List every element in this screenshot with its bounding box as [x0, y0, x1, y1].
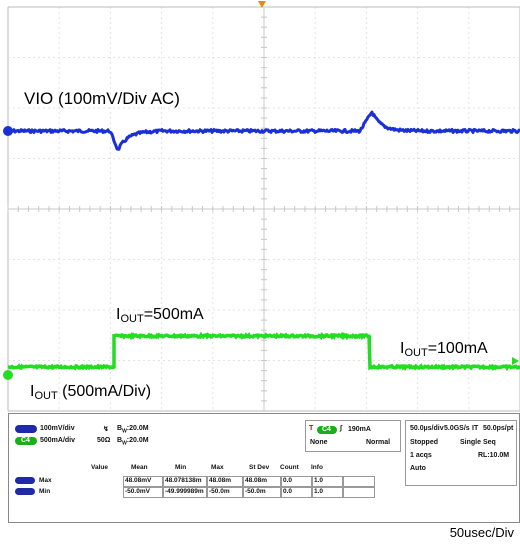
table-cell-box	[312, 476, 343, 487]
table-cell-box	[243, 476, 281, 487]
measurement-name: Max	[39, 477, 52, 484]
acq-mode: Single Seq	[460, 439, 496, 446]
acquisition-box[interactable]: 50.0µs/div 5.0GS/s IT 50.0ps/pt Stopped …	[405, 420, 517, 486]
trigger-mode-none: None	[310, 439, 328, 446]
table-cell-box	[281, 487, 312, 498]
table-cell: 48.08m	[209, 477, 232, 484]
grid	[7, 6, 520, 412]
table-cell: -50.0m	[245, 488, 266, 495]
it-label: IT	[472, 425, 479, 432]
ch4-impedance: 50Ω	[97, 437, 111, 444]
table-cell: -50.0mV	[125, 488, 150, 495]
table-cell-box	[281, 476, 312, 487]
table-cell-box	[343, 476, 375, 487]
measurement-name: Min	[39, 488, 51, 495]
table-cell: -49.999989m	[165, 488, 204, 495]
table-cell-box	[343, 487, 375, 498]
table-header-min: Min	[175, 464, 187, 471]
table-cell-box	[163, 487, 207, 498]
table-header-value: Value	[91, 464, 108, 471]
ch1-badge[interactable]	[15, 425, 37, 433]
table-header-st-dev: St Dev	[249, 464, 270, 471]
table-cell-box	[207, 476, 243, 487]
time-per-div: 50.0µs/div	[410, 425, 444, 432]
table-cell: 1.0	[314, 488, 324, 495]
table-header-count: Count	[280, 464, 299, 471]
trigger-position-marker	[258, 1, 266, 8]
ch1-bandwidth: BW:20.0M	[117, 425, 149, 435]
ch1-scale: 100mV/div	[40, 425, 75, 432]
table-cell: 0.0	[283, 488, 293, 495]
timebase-label: 50usec/Div	[449, 525, 514, 540]
traces	[7, 110, 520, 372]
table-cell: 48.078138m	[165, 477, 202, 484]
auto-label: Auto	[410, 465, 426, 472]
table-header-info: Info	[311, 464, 323, 471]
ch4-ground-marker	[3, 370, 13, 380]
rising-edge-icon: ∫	[340, 425, 342, 432]
markers	[3, 1, 519, 380]
table-cell-box	[163, 476, 207, 487]
table-cell: 0.0	[283, 477, 293, 484]
record-length: RL:10.0M	[478, 452, 510, 459]
sample-rate: 5.0GS/s	[444, 425, 470, 432]
trigger-level-marker	[512, 357, 519, 365]
iout-trace	[7, 331, 520, 372]
trigger-icon: T	[309, 425, 314, 432]
table-cell-box	[312, 487, 343, 498]
ac-coupling-icon: ↯	[103, 426, 109, 433]
vio-channel-label: VIO (100mV/Div AC)	[24, 89, 180, 108]
measurement-panel: 100mV/div ↯ BW:20.0M C4 500mA/div 50Ω BW…	[8, 413, 520, 523]
table-header-max: Max	[211, 464, 224, 471]
ch4-scale: 500mA/div	[40, 437, 76, 444]
table-cell: 48.08mV	[125, 477, 152, 484]
iout-channel-label: IOUT (500mA/Div)	[30, 383, 152, 402]
measure-source-badge[interactable]	[15, 477, 35, 484]
table-cell-box	[207, 487, 243, 498]
time-per-point: 50.0ps/pt	[483, 425, 514, 432]
table-cell: 1.0	[314, 477, 324, 484]
trigger-level: 190mA	[348, 426, 371, 433]
table-cell-box	[243, 487, 281, 498]
iout-low-annotation: IOUT=100mA	[400, 340, 488, 359]
ch1-ground-marker	[3, 126, 13, 136]
table-cell: 48.08m	[245, 477, 268, 484]
table-cell: -50.0m	[209, 488, 230, 495]
ch4-badge[interactable]: C4	[15, 437, 37, 445]
trigger-mode-normal: Normal	[366, 439, 391, 446]
table-cell-box	[123, 487, 163, 498]
table-header-mean: Mean	[131, 464, 148, 471]
measure-source-badge[interactable]	[15, 488, 35, 495]
ch4-bandwidth: BW:20.0M	[117, 437, 149, 447]
vio-trace	[7, 110, 520, 151]
trigger-box[interactable]: T C4 ∫ 190mA None Normal	[305, 420, 401, 452]
acq-status: Stopped	[410, 439, 438, 446]
trigger-source-badge: C4	[317, 426, 337, 434]
iout-high-annotation: IOUT=500mA	[116, 306, 204, 325]
table-cell-box	[123, 476, 163, 487]
acq-count: 1 acqs	[410, 452, 432, 459]
